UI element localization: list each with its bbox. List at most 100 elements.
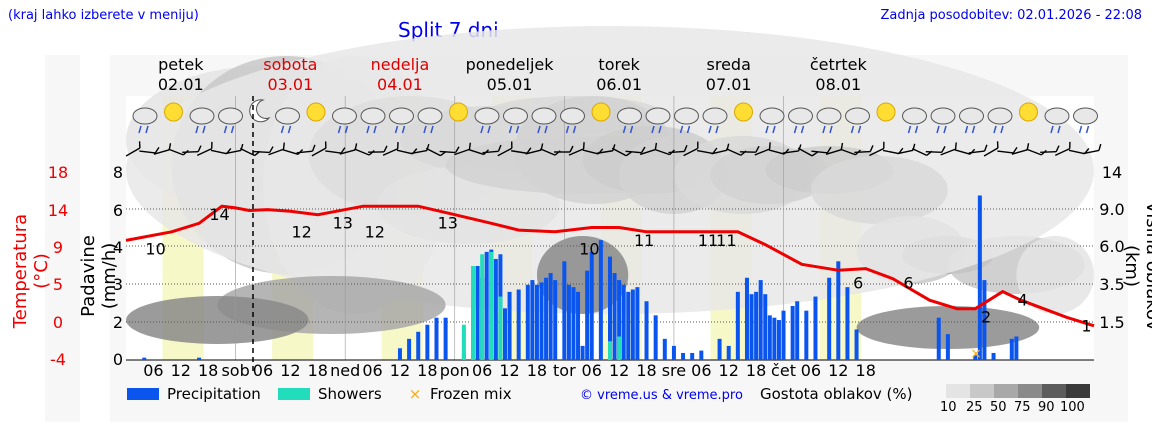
precipitation-bar — [475, 266, 480, 360]
wind-shaft — [768, 149, 785, 155]
cbar-tick: 90 — [1038, 400, 1055, 415]
precipitation-bar — [635, 287, 640, 360]
wind-shaft — [325, 150, 342, 154]
precipitation-bar — [585, 270, 590, 360]
rain-drop — [572, 125, 577, 134]
precip-tick-label: 6 — [113, 201, 123, 220]
rain-drop — [480, 125, 484, 134]
precipitation-bar — [571, 287, 576, 360]
wind-barb-icon — [1040, 145, 1060, 153]
cloud-icon — [218, 107, 243, 125]
wind-barb-icon — [797, 147, 819, 157]
precipitation-bar — [813, 296, 818, 360]
wind-barb-icon — [997, 146, 1018, 154]
precipitation-bars: × — [142, 195, 1019, 362]
precipitation-bar — [735, 291, 740, 360]
precipitation-bar — [758, 280, 763, 360]
rain-drop — [565, 125, 570, 134]
precipitation-bar — [681, 352, 686, 360]
rain-drop — [829, 125, 833, 134]
wind-feather — [582, 142, 585, 149]
wind-shaft — [210, 149, 227, 155]
rain-drop — [943, 125, 947, 134]
wind-shaft — [540, 148, 556, 156]
precipitation-bar — [763, 294, 768, 360]
wind-shaft — [997, 150, 1014, 154]
wind-shaft — [339, 149, 356, 155]
wind-feather — [712, 147, 718, 154]
wind-shaft — [382, 148, 398, 156]
wind-shaft — [654, 148, 670, 156]
showers-bar — [461, 324, 466, 360]
wind-feather — [697, 141, 699, 149]
cloud-legend-title: Gostota oblakov (%) — [760, 385, 913, 403]
rain-drop — [1078, 125, 1083, 134]
wind-barb-icon — [1054, 141, 1071, 157]
rain-drop — [1000, 125, 1004, 134]
x-tick-label: 12 — [390, 361, 410, 380]
precipitation-bar — [608, 256, 612, 360]
sun-icon — [449, 102, 468, 122]
day-name: sobota — [263, 55, 317, 74]
rain-drop — [145, 125, 149, 134]
wind-feather — [269, 146, 274, 153]
wind-barb-icon — [968, 144, 988, 154]
legend-frozen: × Frozen mix — [408, 385, 512, 403]
showers-bar — [608, 341, 612, 360]
rain-drop — [1057, 125, 1061, 134]
wind-barb-icon — [811, 146, 832, 154]
wind-feather — [311, 144, 316, 152]
wind-shaft — [639, 148, 656, 156]
rain-drop — [822, 125, 826, 134]
precipitation-bar — [507, 291, 512, 360]
day-name: torek — [598, 55, 640, 74]
wind-barb-icon — [253, 146, 274, 154]
rain-drop — [772, 125, 776, 134]
wind-shaft — [1040, 151, 1057, 153]
rain-drop — [765, 125, 769, 134]
precipitation-bar — [617, 280, 622, 360]
temp-tick-label: 0 — [53, 313, 63, 332]
wind-shaft — [611, 147, 627, 157]
temperature-label: 10 — [145, 239, 165, 258]
wind-feather — [211, 141, 213, 149]
wind-shaft — [940, 148, 956, 156]
wind-barb-icon — [139, 146, 160, 154]
wind-feather — [168, 143, 172, 150]
precipitation-bar — [416, 331, 421, 360]
rain-drop — [230, 125, 235, 134]
cloud-icon — [275, 107, 300, 125]
precipitation-bar — [790, 305, 795, 360]
rain-drop — [366, 125, 370, 134]
wind-shaft — [511, 150, 528, 154]
cloud-icon — [902, 107, 927, 125]
wind-feather — [826, 146, 832, 154]
cloud-icon — [560, 107, 585, 125]
wind-barb-icon — [668, 144, 688, 154]
credit-link[interactable]: © vreme.us & vreme.pro — [580, 388, 743, 403]
rain-drop — [287, 125, 292, 134]
x-tick-label: 06 — [582, 361, 602, 380]
day-date: 02.01 — [158, 75, 204, 94]
rain-drop — [337, 125, 342, 134]
wind-shaft — [253, 150, 270, 154]
wind-feather — [197, 145, 202, 153]
wind-barb-icon — [382, 142, 399, 156]
precipitation-bar — [781, 310, 786, 360]
cloud-icon — [816, 107, 842, 125]
rain-drop — [629, 125, 634, 134]
cloud-icon — [332, 107, 357, 125]
precipitation-bar — [776, 320, 781, 360]
cloud-icon — [959, 107, 984, 125]
temperature-label: 13 — [438, 214, 458, 233]
x-tick-label: tor — [553, 361, 576, 380]
precipitation-bar — [795, 301, 800, 360]
day-date: 08.01 — [815, 75, 861, 94]
precipitation-bar — [407, 338, 412, 360]
precipitation-bar — [772, 317, 777, 360]
wind-feather — [811, 151, 819, 157]
precipitation-bar — [644, 301, 649, 360]
wind-feather — [324, 141, 327, 149]
